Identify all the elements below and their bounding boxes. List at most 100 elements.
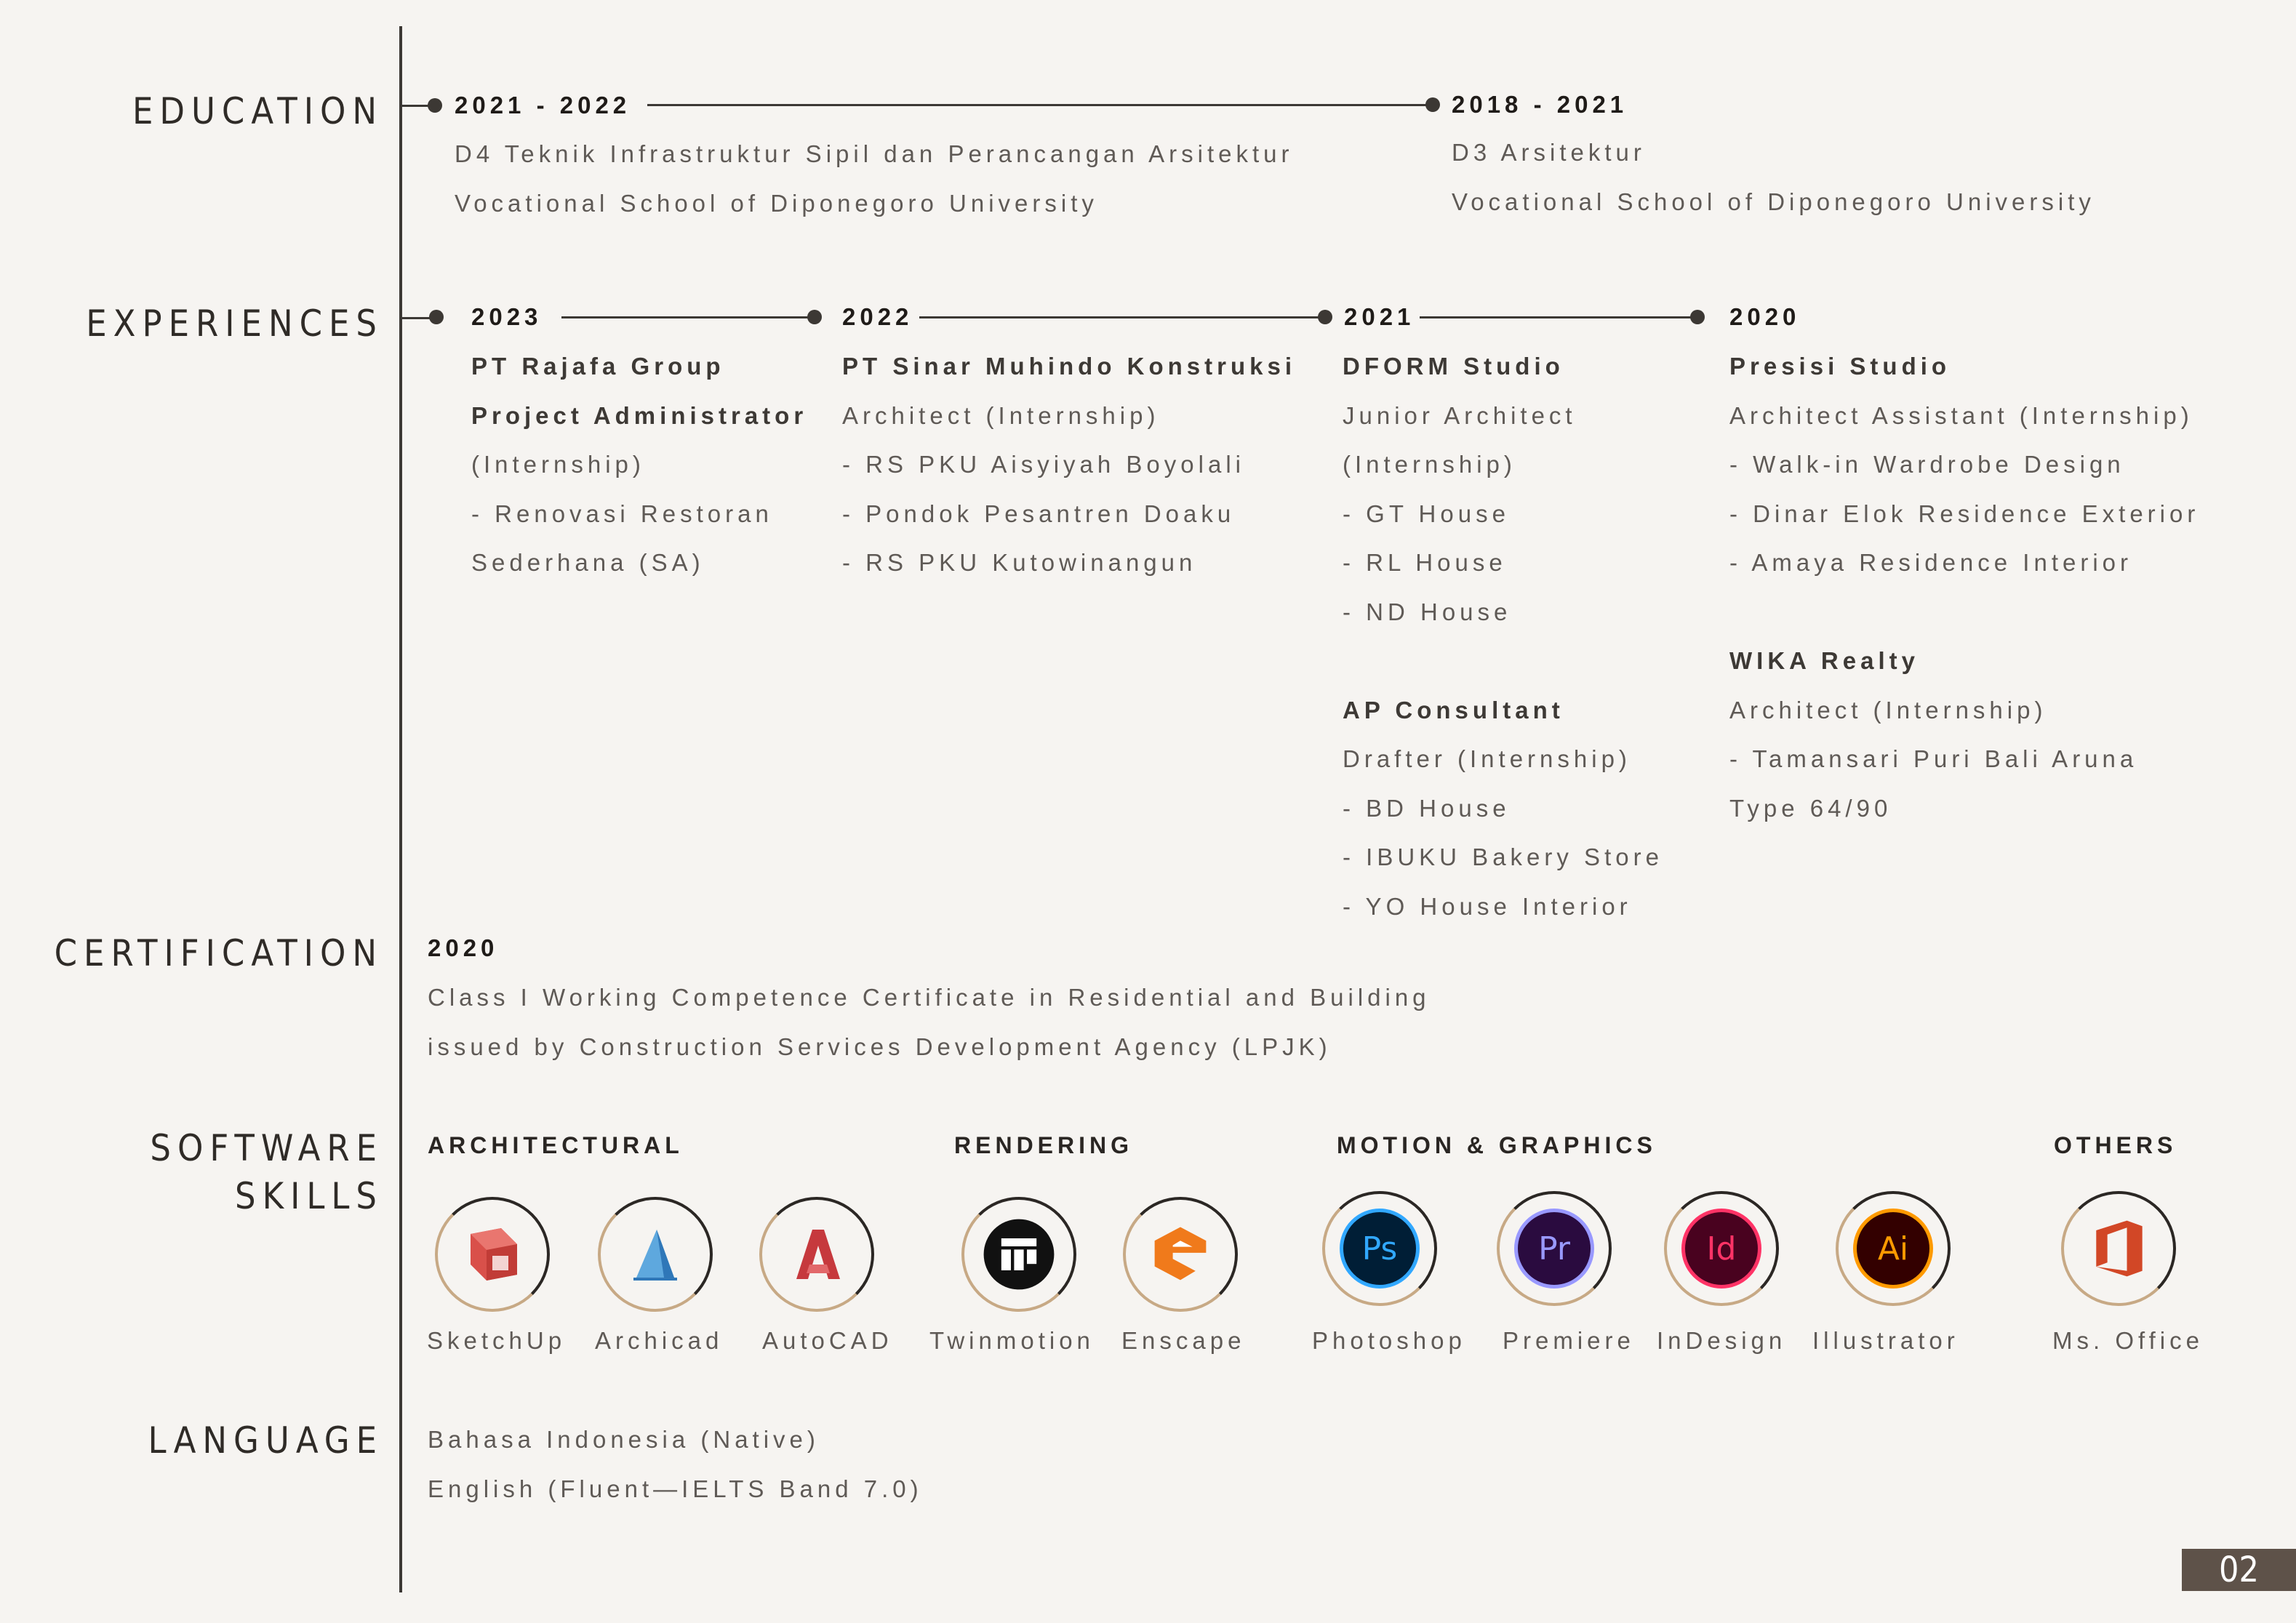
role: Junior Architect [1343,401,1577,429]
language-item: Bahasa Indonesia (Native) [428,1426,820,1453]
company-name: PT Sinar Muhindo Konstruksi [842,353,1297,380]
timeline-spine [399,26,402,1592]
experience-year: 2021 [1344,303,1415,330]
detail: (Internship) [471,451,645,478]
software-label: Ms. Office [2052,1327,2204,1354]
education-entry: D4 Teknik Infrastruktur Sipil dan Peranc… [455,129,1293,228]
software-label: AutoCAD [762,1327,893,1354]
detail: Sederhana (SA) [471,549,705,576]
experience-entry: Presisi Studio Architect Assistant (Inte… [1729,342,2199,833]
timeline-connector [401,317,434,319]
detail: - RL House [1343,549,1507,576]
language-item: English (Fluent—IELTS Band 7.0) [428,1475,923,1502]
premiere-glyph: Pr [1514,1209,1594,1289]
section-title-language: LANGUAGE [148,1419,383,1462]
detail: - ND House [1343,598,1512,625]
detail: - RS PKU Kutowinangun [842,549,1197,576]
sketchup-icon [435,1197,550,1312]
software-label: SketchUp [427,1327,567,1354]
detail: - IBUKU Bakery Store [1343,843,1663,870]
detail: - Renovasi Restoran [471,500,773,527]
certification-entry: Class I Working Competence Certificate i… [428,973,1431,1071]
role: Project Administrator [471,401,808,429]
role: Architect Assistant (Internship) [1729,401,2193,429]
timeline-dot [428,98,442,113]
experience-year: 2020 [1729,303,1801,330]
archicad-icon [598,1197,713,1312]
photoshop-icon: Ps [1322,1191,1437,1306]
education-years: 2021 - 2022 [455,92,631,119]
role: Drafter (Internship) [1343,745,1631,772]
software-category: RENDERING [954,1132,1134,1158]
certificate-issuer: issued by Construction Services Developm… [428,1033,1332,1060]
section-title-line: SKILLS [235,1175,383,1217]
certificate-name: Class I Working Competence Certificate i… [428,984,1431,1011]
autocad-icon [759,1197,874,1312]
section-title-education: EDUCATION [132,90,383,132]
role: Architect (Internship) [842,401,1160,429]
software-label: Twinmotion [929,1327,1095,1354]
detail: - RS PKU Aisyiyah Boyolali [842,451,1245,478]
section-title-experiences: EXPERIENCES [86,302,383,345]
photoshop-glyph: Ps [1340,1209,1420,1289]
experience-entry: PT Rajafa Group Project Administrator (I… [471,342,807,588]
role: Architect (Internship) [1729,696,2047,724]
detail: - GT House [1343,500,1510,527]
software-category: OTHERS [2054,1132,2177,1158]
timeline-connector [647,104,1434,106]
experience-year: 2023 [471,303,543,330]
detail: - BD House [1343,794,1511,822]
language-list: Bahasa Indonesia (Native) English (Fluen… [428,1415,923,1513]
timeline-connector [561,316,815,318]
certification-year: 2020 [428,934,499,961]
page-number: 02 [2182,1549,2296,1591]
experience-year: 2022 [842,303,913,330]
enscape-icon [1123,1197,1238,1312]
experience-entry: DFORM Studio Junior Architect (Internshi… [1343,342,1663,931]
company-name: DFORM Studio [1343,353,1564,380]
detail: - YO House Interior [1343,892,1632,920]
timeline-dot [1425,97,1440,112]
education-years: 2018 - 2021 [1452,91,1628,118]
indesign-glyph: Id [1681,1209,1761,1289]
timeline-dot [429,310,444,324]
timeline-dot [1690,310,1705,324]
timeline-dot [807,310,822,324]
software-category: ARCHITECTURAL [428,1132,684,1158]
twinmotion-icon [961,1197,1076,1312]
detail: - Tamansari Puri Bali Aruna [1729,745,2138,772]
timeline-connector [1420,316,1699,318]
experience-entry: PT Sinar Muhindo Konstruksi Architect (I… [842,342,1296,588]
company-name: WIKA Realty [1729,647,1919,674]
software-label: InDesign [1657,1327,1787,1354]
illustrator-icon: Ai [1836,1191,1951,1306]
detail: - Amaya Residence Interior [1729,549,2133,576]
software-label: Premiere [1503,1327,1635,1354]
company-name: Presisi Studio [1729,353,1951,380]
software-label: Archicad [595,1327,724,1354]
illustrator-glyph: Ai [1853,1209,1933,1289]
premiere-icon: Pr [1497,1191,1612,1306]
detail: (Internship) [1343,451,1516,478]
education-entry: D3 Arsitektur Vocational School of Dipon… [1452,128,2095,226]
degree: D4 Teknik Infrastruktur Sipil dan Peranc… [455,140,1294,167]
detail: - Pondok Pesantren Doaku [842,500,1236,527]
timeline-connector [919,316,1327,318]
section-title-certification: CERTIFICATION [54,932,383,974]
software-label: Enscape [1121,1327,1246,1354]
indesign-icon: Id [1664,1191,1779,1306]
timeline-dot [1318,310,1332,324]
software-label: Illustrator [1812,1327,1959,1354]
degree: D3 Arsitektur [1452,139,1646,166]
company-name: AP Consultant [1343,696,1564,724]
school: Vocational School of Diponegoro Universi… [1452,188,2095,215]
ms-office-icon [2061,1191,2176,1306]
detail: - Walk-in Wardrobe Design [1729,451,2125,478]
software-label: Photoshop [1312,1327,1466,1354]
detail: Type 64/90 [1729,794,1892,822]
school: Vocational School of Diponegoro Universi… [455,189,1098,217]
detail: - Dinar Elok Residence Exterior [1729,500,2200,527]
timeline-connector [401,105,434,107]
company-name: PT Rajafa Group [471,353,725,380]
section-title-software-skills: SOFTWARE SKILLS [150,1124,383,1220]
